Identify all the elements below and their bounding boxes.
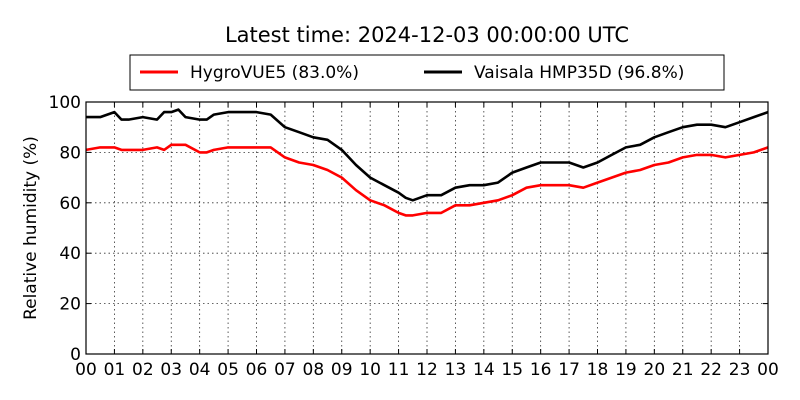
x-tick-label: 18 bbox=[587, 360, 609, 380]
x-tick-label: 14 bbox=[473, 360, 495, 380]
x-tick-label: 11 bbox=[388, 360, 410, 380]
legend-label-hygrovue5: HygroVUE5 (83.0%) bbox=[190, 63, 359, 83]
legend-label-vaisala: Vaisala HMP35D (96.8%) bbox=[474, 63, 684, 83]
x-tick-label: 00 bbox=[757, 360, 779, 380]
x-tick-label: 23 bbox=[729, 360, 751, 380]
chart-title: Latest time: 2024-12-03 00:00:00 UTC bbox=[225, 23, 629, 47]
x-tick-label: 03 bbox=[160, 360, 182, 380]
y-tick-label: 60 bbox=[59, 194, 81, 214]
x-tick-label: 04 bbox=[189, 360, 211, 380]
y-tick-label: 0 bbox=[70, 345, 81, 365]
x-tick-label: 22 bbox=[700, 360, 722, 380]
x-tick-label: 09 bbox=[331, 360, 353, 380]
x-tick-label: 10 bbox=[359, 360, 381, 380]
x-tick-label: 06 bbox=[246, 360, 268, 380]
x-tick-label: 16 bbox=[530, 360, 552, 380]
grid bbox=[86, 102, 768, 354]
series-group bbox=[85, 108, 769, 217]
x-tick-label: 01 bbox=[104, 360, 126, 380]
y-tick-label: 80 bbox=[59, 143, 81, 163]
ticks: 00 01 02 03 04 05 06 07 08 09 10 11 12 13 14 15 16 17 18 19… bbox=[49, 93, 779, 380]
x-tick-label: 07 bbox=[274, 360, 296, 380]
x-tick-label: 20 bbox=[644, 360, 666, 380]
series-line-hygrovue5 bbox=[85, 143, 769, 217]
x-tick-label: 21 bbox=[672, 360, 694, 380]
y-tick-label: 20 bbox=[59, 295, 81, 315]
x-tick-label: 02 bbox=[132, 360, 154, 380]
x-tick-label: 00 bbox=[75, 360, 97, 380]
plot-frame bbox=[85, 101, 769, 355]
x-tick-label: 17 bbox=[558, 360, 580, 380]
x-tick-label: 05 bbox=[217, 360, 239, 380]
x-tick-label: 19 bbox=[615, 360, 637, 380]
y-axis-label: Relative humidity (%) bbox=[21, 136, 41, 320]
x-tick-label: 13 bbox=[445, 360, 467, 380]
series-line-vaisala bbox=[86, 108, 769, 202]
legend: HygroVUE5 (83.0%) Vaisala HMP35D (96.8%) bbox=[129, 54, 725, 91]
x-tick-label: 08 bbox=[303, 360, 325, 380]
y-tick-label: 100 bbox=[49, 93, 81, 113]
y-tick-label: 40 bbox=[59, 244, 81, 264]
x-tick-label: 12 bbox=[416, 360, 438, 380]
x-tick-label: 15 bbox=[501, 360, 523, 380]
